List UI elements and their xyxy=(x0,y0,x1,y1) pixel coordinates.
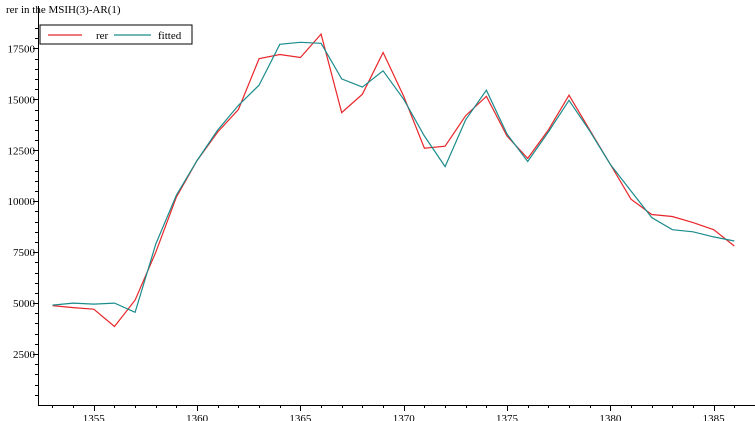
x-tick-label: 1355 xyxy=(83,413,106,421)
series-line-fitted xyxy=(52,41,735,314)
x-tick-label: 1375 xyxy=(496,413,519,421)
y-tick-label: 15000 xyxy=(8,94,36,106)
x-tick-label: 1370 xyxy=(393,413,416,421)
y-tick-label: 17500 xyxy=(8,43,36,55)
series-line-rer xyxy=(52,32,735,328)
legend-label-rer: rer xyxy=(96,30,109,42)
series-lines xyxy=(52,32,735,328)
plot-area: 1355 1360 1365 1370 1375 1380 1385 2500 5000 750… xyxy=(8,6,755,421)
y-tick-label: 12500 xyxy=(8,145,36,157)
y-tick-label: 7500 xyxy=(13,247,36,259)
legend-label-fitted: fitted xyxy=(158,30,182,42)
x-tick-label: 1380 xyxy=(599,413,622,421)
x-tick-label: 1360 xyxy=(186,413,209,421)
x-ticks: 1355 1360 1365 1370 1375 1380 1385 xyxy=(52,405,735,421)
legend: rer fitted xyxy=(39,24,193,45)
x-tick-label: 1385 xyxy=(703,413,726,421)
y-tick-label: 5000 xyxy=(13,298,36,310)
y-tick-label: 10000 xyxy=(8,196,36,208)
x-tick-label: 1365 xyxy=(289,413,312,421)
y-ticks: 2500 5000 7500 10000 12500 15000 17500 xyxy=(8,28,38,396)
chart-title: rer in the MSIH(3)-AR(1) xyxy=(6,4,121,16)
y-tick-label: 2500 xyxy=(13,349,36,361)
